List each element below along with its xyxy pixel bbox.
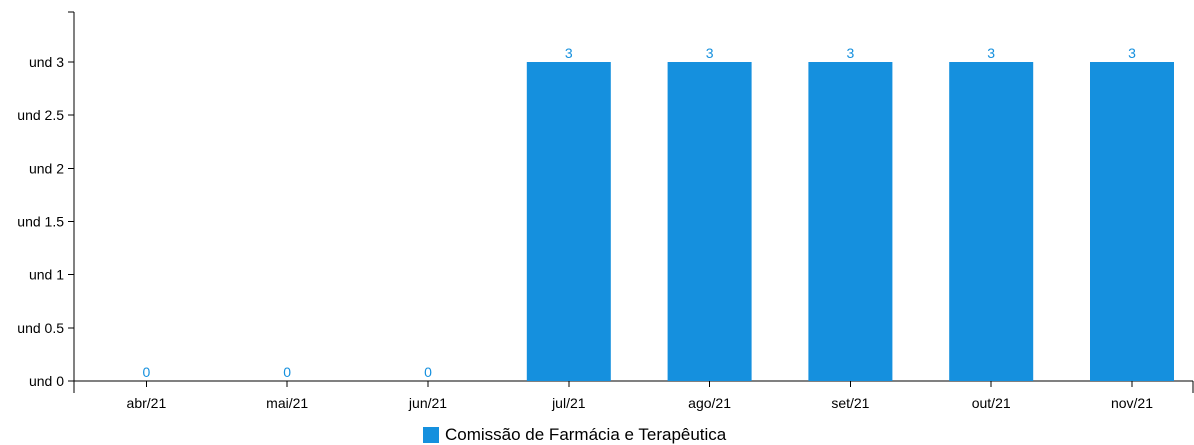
x-tick-label: mai/21 [266,395,308,411]
data-label: 0 [143,364,151,380]
y-tick-label: und 0.5 [17,320,64,336]
bar-chart: und 0 und 0.5 und 1 und 1.5 und 2 und 2.5 und … [17,11,1194,411]
x-tick-label: abr/21 [127,395,167,411]
y-tick-label: und 3 [29,54,64,70]
data-label: 3 [1128,45,1136,61]
legend-swatch [423,427,439,443]
x-tick-label: out/21 [972,395,1011,411]
x-tick-label: jul/21 [551,395,586,411]
x-tick-label: ago/21 [688,395,731,411]
data-label: 3 [987,45,995,61]
data-label: 3 [565,45,573,61]
y-tick-label: und 1.5 [17,214,64,230]
x-tick-label: set/21 [831,395,869,411]
bar[interactable] [949,62,1034,381]
bar[interactable] [526,62,611,381]
y-axis: und 0 und 0.5 und 1 und 1.5 und 2 und 2.5 und … [17,11,75,393]
data-label: 0 [424,364,432,380]
data-label: 0 [283,364,291,380]
data-label: 3 [706,45,714,61]
bars [526,62,1174,381]
x-tick-label: jun/21 [408,395,447,411]
bar[interactable] [667,62,752,381]
x-tick-label: nov/21 [1111,395,1153,411]
bar[interactable] [808,62,893,381]
bar[interactable] [1090,62,1174,381]
y-tick-label: und 2 [29,160,64,176]
data-labels: 0 0 0 3 3 3 3 3 [143,45,1137,380]
y-tick-label: und 0 [29,373,64,389]
legend-label: Comissão de Farmácia e Terapêutica [445,425,727,444]
y-tick-label: und 1 [29,267,64,283]
y-tick-label: und 2.5 [17,107,64,123]
x-axis: abr/21 mai/21 jun/21 jul/21 ago/21 set/21 out/… [74,380,1194,411]
data-label: 3 [847,45,855,61]
legend[interactable]: Comissão de Farmácia e Terapêutica [423,425,726,445]
